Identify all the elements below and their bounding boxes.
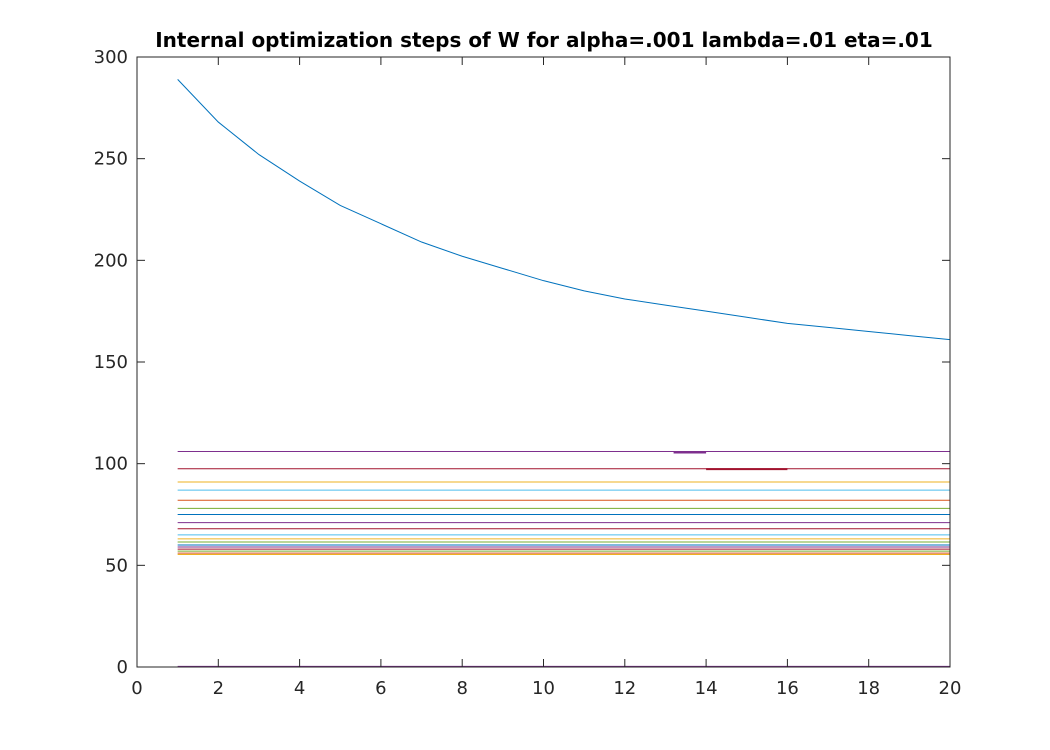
x-tick-label: 12 — [613, 678, 636, 699]
x-tick-label: 20 — [939, 678, 962, 699]
y-tick-label: 200 — [94, 250, 128, 271]
x-tick-label: 10 — [532, 678, 555, 699]
y-tick-label: 0 — [117, 657, 128, 678]
x-axis: 0 2 4 6 8 10 12 14 16 18 20 — [131, 57, 961, 699]
axes-frame — [136, 56, 951, 668]
y-tick-label: 50 — [105, 555, 128, 576]
y-axis: 0 50 100 150 200 250 300 — [94, 47, 950, 678]
series-line-1 — [177, 79, 951, 341]
x-tick-label: 16 — [776, 678, 799, 699]
x-tick-label: 6 — [375, 678, 386, 699]
x-tick-label: 0 — [131, 678, 142, 699]
y-tick-label: 250 — [94, 149, 128, 170]
x-tick-label: 2 — [213, 678, 224, 699]
y-tick-label: 150 — [94, 352, 128, 373]
series-group — [177, 79, 951, 667]
y-tick-label: 100 — [94, 454, 128, 475]
y-tick-label: 300 — [94, 47, 128, 68]
x-tick-label: 4 — [294, 678, 305, 699]
x-tick-label: 14 — [695, 678, 718, 699]
x-tick-label: 8 — [456, 678, 467, 699]
x-tick-label: 18 — [857, 678, 880, 699]
plot-box — [136, 56, 951, 668]
chart-title: Internal optimization steps of W for alp… — [155, 28, 933, 52]
